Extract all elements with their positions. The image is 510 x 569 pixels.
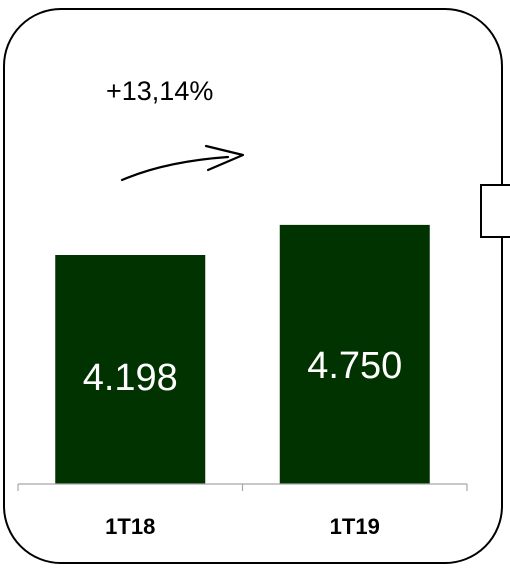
data-label-1T19: 4.750 bbox=[307, 345, 402, 387]
growth-arrow-head bbox=[204, 144, 245, 172]
data-label-1T18: 4.198 bbox=[83, 357, 178, 399]
growth-arrow-icon bbox=[120, 155, 230, 182]
bar-1T18 bbox=[55, 255, 206, 484]
x-tick-label-1T19: 1T19 bbox=[330, 514, 380, 539]
bars-layer: 4.198 4.750 bbox=[55, 224, 430, 484]
growth-annotation: +13,14% bbox=[106, 76, 214, 106]
bar-1T19 bbox=[279, 224, 430, 484]
x-tick-label-1T18: 1T18 bbox=[105, 514, 155, 539]
card-side-tab bbox=[480, 184, 510, 238]
x-axis: 1T18 1T19 bbox=[17, 483, 468, 539]
